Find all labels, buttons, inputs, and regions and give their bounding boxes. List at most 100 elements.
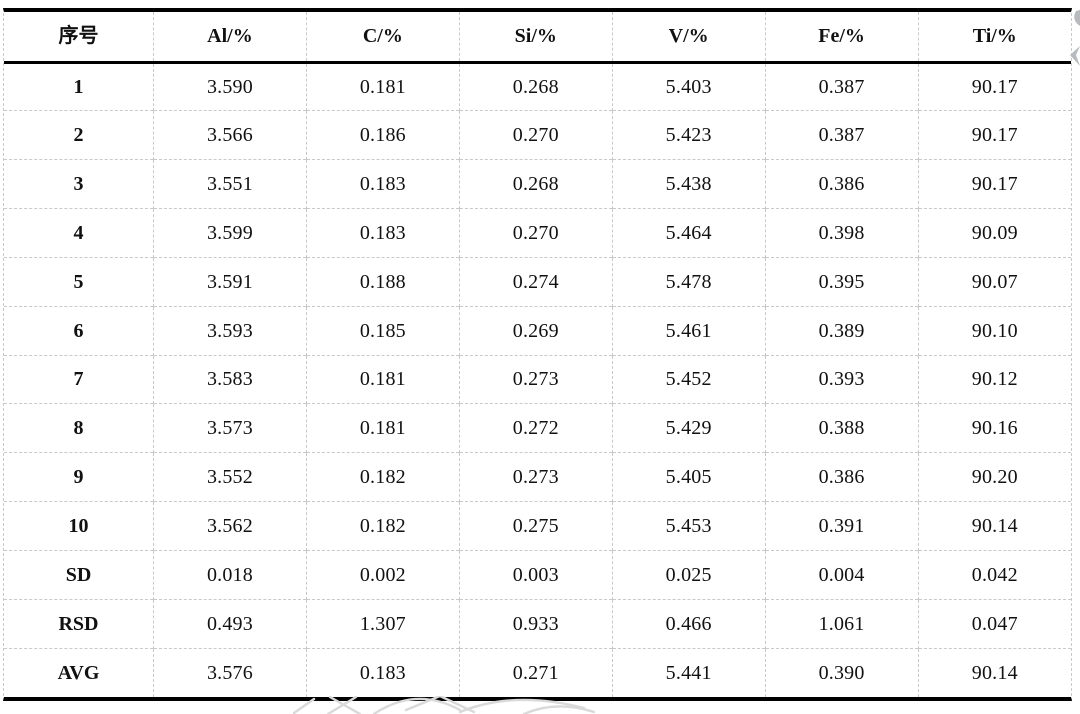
table-cell: 1.307 (306, 598, 460, 649)
table-header-row: 序号 Al/% C/% Si/% V/% Fe/% Ti/% (4, 12, 1071, 64)
table-cell: 5.423 (612, 110, 766, 160)
table-cell: 90.09 (918, 208, 1071, 258)
row-label: 4 (4, 208, 154, 258)
table-cell: 90.14 (918, 501, 1071, 551)
table-cell: 0.004 (765, 549, 919, 600)
table-cell: 0.183 (306, 647, 460, 697)
table-cell: 0.391 (765, 501, 919, 551)
composition-table-wrap: 序号 Al/% C/% Si/% V/% Fe/% Ti/% 1 3.590 0.181 0.26… (3, 8, 1072, 701)
table-cell: 3.593 (153, 305, 307, 356)
table-cell: 0.275 (459, 501, 613, 551)
table-cell: 5.453 (612, 501, 766, 551)
column-header: V/% (612, 12, 766, 64)
table-row: 7 3.583 0.181 0.273 5.452 0.393 90.12 (4, 354, 1071, 404)
table-cell: 90.17 (918, 159, 1071, 209)
table-cell: 1.061 (765, 598, 919, 649)
table-cell: 0.182 (306, 501, 460, 551)
row-label: 1 (4, 62, 154, 111)
row-label: 7 (4, 354, 154, 404)
row-label: RSD (4, 598, 154, 649)
table-cell: 0.388 (765, 403, 919, 453)
table-cell: 5.452 (612, 354, 766, 404)
table-cell: 0.003 (459, 549, 613, 600)
table-cell: 90.17 (971, 75, 1018, 98)
table-cell: 0.181 (306, 354, 460, 404)
table-cell: 0.933 (459, 598, 613, 649)
table-cell: 5.478 (612, 256, 766, 307)
table-cell: 5.403 (612, 62, 766, 111)
table-cell: 90.17 (918, 110, 1071, 160)
row-label: SD (4, 549, 154, 600)
table-cell: 0.273 (459, 452, 613, 502)
table-cell: 3.576 (153, 647, 307, 697)
table-cell: 5.464 (612, 208, 766, 258)
table-cell: 0.395 (765, 256, 919, 307)
table-cell: 0.393 (765, 354, 919, 404)
table-cell: 0.271 (459, 647, 613, 697)
row-label: AVG (4, 647, 154, 697)
table-cell: 0.186 (306, 110, 460, 160)
row-label: 10 (4, 501, 154, 551)
table-row: 2 3.566 0.186 0.270 5.423 0.387 90.17 (4, 110, 1071, 160)
table-cell: 0.386 (765, 159, 919, 209)
table-cell: 3.599 (153, 208, 307, 258)
table-cell: 0.274 (459, 256, 613, 307)
table-cell: 0.185 (306, 305, 460, 356)
table-cell: 3.573 (153, 403, 307, 453)
table-cell: 0.387 (765, 110, 919, 160)
column-header: Al/% (153, 12, 307, 64)
row-label: 9 (4, 452, 154, 502)
table-cell: 90.07 (918, 256, 1071, 307)
table-cell: 0.018 (153, 549, 307, 600)
table-row: 9 3.552 0.182 0.273 5.405 0.386 90.20 (4, 452, 1071, 502)
table-cell: 90.10 (918, 305, 1071, 356)
table-row: 8 3.573 0.181 0.272 5.429 0.388 90.16 (4, 403, 1071, 453)
table-cell: 90.12 (918, 354, 1071, 404)
table-cell: 5.438 (612, 159, 766, 209)
row-label: 2 (4, 110, 154, 160)
table-cell: 0.270 (459, 208, 613, 258)
table-row: AVG 3.576 0.183 0.271 5.441 0.390 90.14 (4, 647, 1071, 697)
table-cell: 0.270 (459, 110, 613, 160)
row-label: 6 (4, 305, 154, 356)
table-cell: 0.042 (918, 549, 1071, 600)
table-row: RSD 0.493 1.307 0.933 0.466 1.061 0.047 (4, 598, 1071, 649)
table-cell: 0.181 (306, 403, 460, 453)
table-cell: 0.182 (306, 452, 460, 502)
table-head: 序号 Al/% C/% Si/% V/% Fe/% Ti/% (4, 12, 1071, 64)
table-cell: 0.047 (918, 598, 1071, 649)
table-cell: 3.590 (153, 62, 307, 111)
table-cell: 3.551 (153, 159, 307, 209)
table-cell: 3.591 (153, 256, 307, 307)
row-label: 3 (4, 159, 154, 209)
table-cell: 90.14 (918, 647, 1071, 697)
table-cell: 0.272 (459, 403, 613, 453)
table-cell: 5.461 (612, 305, 766, 356)
column-header: Fe/% (765, 12, 919, 64)
table-cell: 3.552 (153, 452, 307, 502)
table-cell: 0.268 (459, 159, 613, 209)
table-cell: 0.188 (306, 256, 460, 307)
table-cell: 0.387 (765, 62, 919, 111)
table-cell: 0.025 (612, 549, 766, 600)
table-cell: 0.002 (306, 549, 460, 600)
table-row: SD 0.018 0.002 0.003 0.025 0.004 0.042 (4, 549, 1071, 600)
column-header: 序号 (4, 12, 154, 64)
table-cell: 90.16 (918, 403, 1071, 453)
table-cell: 5.429 (612, 403, 766, 453)
table-cell: 5.405 (612, 452, 766, 502)
table-row: 5 3.591 0.188 0.274 5.478 0.395 90.07 (4, 256, 1071, 307)
table-cell: 5.441 (612, 647, 766, 697)
table-row: 6 3.593 0.185 0.269 5.461 0.389 90.10 (4, 305, 1071, 356)
table-cell: 0.269 (459, 305, 613, 356)
table-cell: 0.273 (459, 354, 613, 404)
row-label: 5 (4, 256, 154, 307)
table-cell: 0.493 (153, 598, 307, 649)
composition-table: 序号 Al/% C/% Si/% V/% Fe/% Ti/% 1 3.590 0.181 0.26… (4, 12, 1071, 697)
table-cell: 0.181 (306, 62, 460, 111)
table-cell: 3.583 (153, 354, 307, 404)
table-row: 3 3.551 0.183 0.268 5.438 0.386 90.17 (4, 159, 1071, 209)
table-cell: 90.20 (918, 452, 1071, 502)
row-label: 8 (4, 403, 154, 453)
table-cell: 3.566 (153, 110, 307, 160)
